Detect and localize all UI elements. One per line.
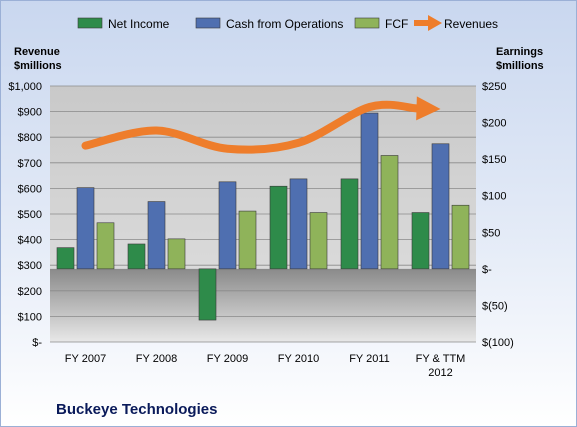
right-tick-label: $- [482, 264, 492, 276]
legend-swatch-arrowhead [428, 15, 442, 31]
bar-net-income-fy-2008 [127, 243, 146, 270]
bar-cash-from-operations-fy-2007 [76, 187, 95, 270]
revenue-arrowhead [416, 96, 441, 121]
x-tick-label: FY 2011 [349, 353, 390, 365]
legend-label-cash-from-operations: Cash from Operations [226, 17, 343, 31]
x-tick-label: FY 2008 [136, 353, 177, 365]
bar-layer [56, 112, 470, 321]
left-tick-label: $800 [18, 132, 42, 144]
x-tick-label: FY 2010 [278, 353, 319, 365]
left-axis-title: Revenue [14, 46, 60, 58]
right-tick-label: $100 [482, 191, 506, 203]
x-tick-label: FY 2009 [207, 353, 248, 365]
company-title: Buckeye Technologies [56, 401, 217, 418]
revenue-line-layer [81, 96, 441, 154]
legend-label-fcf: FCF [385, 17, 408, 31]
axis-layer: $- $100 $200 $300 $400 $500 $600 $700 $800 $900 $1… [8, 46, 543, 379]
left-tick-label: $700 [18, 158, 42, 170]
x-tick-label: FY & TTM [416, 353, 466, 365]
right-tick-label: $250 [482, 81, 506, 93]
legend: Net Income Cash from Operations FCF Revenue… [77, 15, 498, 31]
bar-cash-from-operations-fy-2009 [218, 181, 237, 270]
right-axis-title: Earnings [496, 46, 543, 58]
left-axis-title: $millions [14, 60, 62, 72]
left-tick-label: $600 [18, 183, 42, 195]
legend-swatch-fcf [354, 17, 380, 29]
right-tick-label: $(100) [482, 337, 514, 349]
right-tick-label: $(50) [482, 300, 508, 312]
legend-swatch-net-income [77, 17, 103, 29]
left-tick-label: $900 [18, 107, 42, 119]
bar-cash-from-operations-fy-ttm-2012 [431, 143, 450, 270]
bar-net-income-fy-ttm-2012 [411, 212, 430, 270]
x-tick-label: FY 2007 [65, 353, 106, 365]
bar-cash-from-operations-fy-2011 [360, 112, 379, 270]
bar-fcf-fy-2010 [309, 212, 328, 270]
x-tick-label: 2012 [428, 367, 452, 379]
bar-fcf-fy-2008 [167, 238, 186, 270]
plot-upper-band [50, 86, 476, 269]
bar-fcf-fy-ttm-2012 [451, 204, 470, 270]
plot-lower-band [50, 268, 476, 342]
plot-area [50, 85, 476, 343]
bar-net-income-fy-2011 [340, 178, 359, 270]
right-tick-label: $150 [482, 154, 506, 166]
right-axis-title: $millions [496, 60, 544, 72]
left-tick-label: $100 [18, 311, 42, 323]
bar-fcf-fy-2011 [380, 155, 399, 270]
bar-cash-from-operations-fy-2008 [147, 201, 166, 270]
legend-label-net-income: Net Income [108, 17, 170, 31]
bar-net-income-fy-2007 [56, 247, 75, 270]
bar-fcf-fy-2007 [96, 222, 115, 270]
left-tick-label: $- [32, 337, 42, 349]
bar-cash-from-operations-fy-2010 [289, 178, 308, 270]
bar-fcf-fy-2009 [238, 210, 257, 270]
left-tick-label: $1,000 [8, 81, 42, 93]
left-tick-label: $500 [18, 209, 42, 221]
revenue-line [81, 100, 421, 154]
legend-swatch-cash-from-operations [195, 17, 221, 29]
left-tick-label: $200 [18, 286, 42, 298]
legend-label-revenues: Revenues [444, 17, 498, 31]
bar-net-income-fy-2009 [198, 268, 217, 321]
bar-net-income-fy-2010 [269, 185, 288, 270]
left-tick-label: $400 [18, 235, 42, 247]
right-tick-label: $200 [482, 118, 506, 130]
left-tick-label: $300 [18, 260, 42, 272]
right-tick-label: $50 [482, 227, 500, 239]
